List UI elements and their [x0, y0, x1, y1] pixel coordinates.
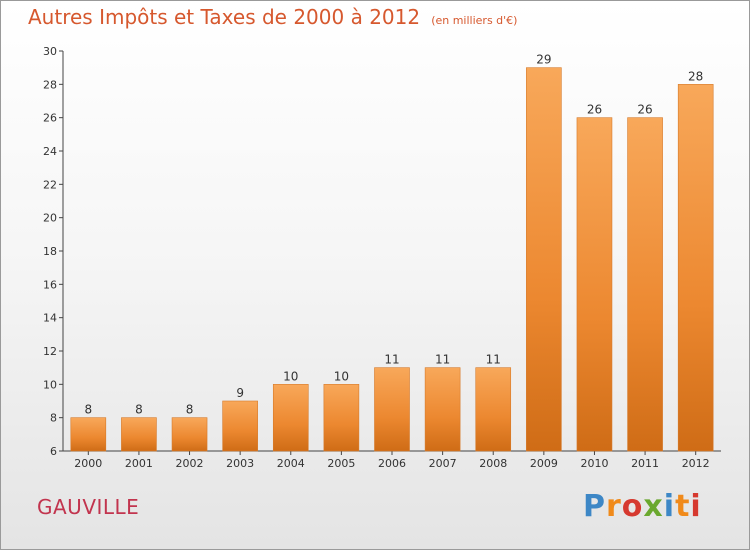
x-tick-label: 2006 [378, 457, 406, 470]
bar [222, 400, 258, 452]
data-label: 11 [435, 353, 450, 367]
bar [323, 384, 360, 452]
x-tick-label: 2008 [479, 457, 507, 470]
data-label: 10 [283, 369, 298, 383]
x-tick-label: 2010 [580, 457, 608, 470]
data-label: 11 [486, 353, 501, 367]
data-label: 8 [186, 403, 194, 417]
data-label: 8 [135, 403, 143, 417]
bar [576, 117, 613, 452]
bar [627, 117, 663, 452]
logo-letter: i [690, 489, 702, 524]
y-tick-label: 22 [43, 178, 57, 191]
logo-letter: r [606, 489, 622, 524]
bar [424, 367, 461, 452]
logo-letter: o [621, 489, 644, 524]
data-label: 28 [688, 69, 703, 83]
chart-subtitle: (en milliers d'€) [431, 14, 518, 27]
x-tick-label: 2001 [125, 457, 153, 470]
y-tick-label: 20 [43, 212, 57, 225]
bar [70, 417, 107, 452]
bar [677, 84, 714, 452]
bar [526, 67, 562, 452]
bar [171, 417, 208, 452]
commune-name: GAUVILLE [37, 495, 140, 519]
x-tick-label: 2005 [327, 457, 355, 470]
y-tick-label: 12 [43, 345, 57, 358]
y-tick-label: 18 [43, 245, 57, 258]
data-label: 26 [587, 103, 602, 117]
x-tick-label: 2009 [530, 457, 558, 470]
y-tick-label: 16 [43, 278, 57, 291]
y-tick-label: 26 [43, 112, 57, 125]
y-tick-label: 8 [50, 412, 57, 425]
data-label: 9 [236, 386, 244, 400]
x-tick-label: 2000 [74, 457, 102, 470]
x-tick-label: 2002 [176, 457, 204, 470]
logo-letter: x [643, 489, 664, 524]
logo-letter: P [583, 489, 606, 524]
y-tick-label: 30 [43, 45, 57, 58]
bar [272, 384, 309, 452]
bar [374, 367, 410, 452]
bar [475, 367, 512, 452]
data-label: 10 [334, 369, 349, 383]
x-tick-label: 2012 [682, 457, 710, 470]
chart-title: Autres Impôts et Taxes de 2000 à 2012 [28, 5, 421, 29]
proxiti-logo[interactable]: Proxiti [583, 489, 702, 524]
title-row: Autres Impôts et Taxes de 2000 à 2012 (e… [28, 5, 517, 29]
y-tick-label: 14 [43, 312, 57, 325]
data-label: 26 [637, 103, 652, 117]
x-tick-label: 2011 [631, 457, 659, 470]
x-tick-label: 2004 [277, 457, 305, 470]
y-tick-label: 24 [43, 145, 57, 158]
bar [121, 417, 157, 452]
logo-letter: t [675, 489, 691, 524]
logo-letter: i [663, 489, 676, 524]
y-tick-label: 10 [43, 378, 57, 391]
x-tick-label: 2003 [226, 457, 254, 470]
data-label: 29 [536, 53, 551, 67]
x-tick-label: 2007 [429, 457, 457, 470]
y-tick-label: 28 [43, 78, 57, 91]
data-label: 8 [84, 403, 92, 417]
data-label: 11 [384, 353, 399, 367]
y-tick-label: 6 [50, 445, 57, 458]
